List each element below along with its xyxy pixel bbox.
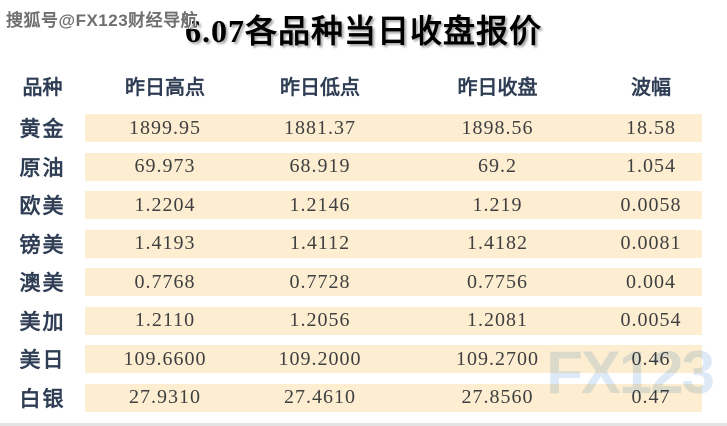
column-header-prev-high: 昨日高点 — [125, 76, 205, 99]
table-row: 镑美 1.4193 1.4112 1.4182 0.0081 — [0, 229, 727, 258]
row-stripe: 27.9310 27.4610 27.8560 0.47 — [85, 383, 702, 412]
row-stripe: 69.973 68.919 69.2 1.054 — [85, 152, 702, 181]
row-stripe: 1.2110 1.2056 1.2081 0.0054 — [85, 306, 702, 335]
cell-prev-close: 27.8560 — [461, 386, 534, 408]
cell-range: 0.47 — [631, 386, 671, 408]
cell-range: 0.46 — [631, 347, 671, 370]
cell-prev-low: 1.2056 — [289, 309, 351, 331]
table-row: 美加 1.2110 1.2056 1.2081 0.0054 — [0, 306, 727, 335]
table-row: 黄金 1899.95 1881.37 1898.56 18.58 — [0, 114, 727, 142]
cell-range: 0.0054 — [620, 309, 682, 331]
instrument-name: 白银 — [19, 386, 66, 411]
cell-prev-high: 1.4193 — [134, 232, 196, 254]
cell-range: 1.054 — [626, 155, 676, 177]
instrument-name: 黄金 — [19, 117, 66, 141]
cell-prev-close: 69.2 — [478, 155, 517, 177]
instrument-name: 美加 — [19, 309, 66, 334]
instrument-name: 原油 — [19, 155, 66, 180]
cell-range: 0.004 — [626, 270, 676, 293]
column-header-range: 波幅 — [631, 76, 671, 99]
instrument-name: 欧美 — [19, 194, 66, 218]
table-row: 美日 109.6600 109.2000 109.2700 0.46 — [0, 345, 727, 373]
cell-prev-low: 1881.37 — [284, 116, 356, 139]
instrument-name: 澳美 — [19, 271, 66, 295]
row-stripe: 1.4193 1.4112 1.4182 0.0081 — [85, 229, 702, 258]
cell-prev-high: 69.973 — [134, 155, 196, 177]
cell-range: 0.0081 — [620, 232, 682, 254]
cell-prev-high: 1.2110 — [134, 309, 196, 331]
row-stripe: 109.6600 109.2000 109.2700 0.46 — [85, 345, 702, 373]
cell-prev-close: 1898.56 — [461, 116, 534, 139]
cell-range: 0.0058 — [620, 193, 682, 216]
quotes-table: 品种 昨日高点 昨日低点 昨日收盘 波幅 黄金 1899.95 1881.37 189… — [0, 70, 727, 422]
sohu-account-watermark: 搜狐号@FX123财经导航 — [6, 11, 199, 30]
row-stripe: 1899.95 1881.37 1898.56 18.58 — [85, 114, 702, 142]
cell-prev-close: 1.2081 — [467, 309, 528, 331]
cell-prev-close: 109.2700 — [456, 347, 539, 370]
table-row: 白银 27.9310 27.4610 27.8560 0.47 — [0, 383, 727, 412]
column-header-prev-low: 昨日低点 — [280, 76, 360, 99]
cell-prev-low: 68.919 — [289, 155, 351, 177]
column-header-instrument: 品种 — [22, 76, 63, 99]
table-header-row: 品种 昨日高点 昨日低点 昨日收盘 波幅 — [0, 70, 727, 100]
cell-prev-low: 0.7728 — [289, 270, 351, 293]
cell-prev-close: 0.7756 — [467, 270, 528, 293]
column-header-prev-close: 昨日收盘 — [457, 76, 538, 99]
page-title: 6.07各品种当日收盘报价 — [184, 13, 542, 49]
table-body: 黄金 1899.95 1881.37 1898.56 18.58 原油 69.973 68.9… — [0, 114, 727, 412]
row-stripe: 1.2204 1.2146 1.219 0.0058 — [85, 191, 702, 219]
instrument-name: 镑美 — [19, 232, 66, 257]
cell-prev-low: 27.4610 — [284, 386, 356, 408]
table-row: 欧美 1.2204 1.2146 1.219 0.0058 — [0, 191, 727, 219]
cell-prev-close: 1.4182 — [467, 232, 528, 254]
table-row: 澳美 0.7768 0.7728 0.7756 0.004 — [0, 268, 727, 296]
bottom-divider — [0, 423, 727, 426]
cell-prev-low: 1.4112 — [289, 232, 351, 254]
cell-prev-high: 1899.95 — [129, 116, 201, 139]
cell-prev-low: 109.2000 — [278, 347, 362, 370]
cell-prev-close: 1.219 — [472, 193, 523, 216]
row-stripe: 0.7768 0.7728 0.7756 0.004 — [85, 268, 702, 296]
cell-range: 18.58 — [626, 116, 676, 139]
table-row: 原油 69.973 68.919 69.2 1.054 — [0, 152, 727, 181]
cell-prev-high: 27.9310 — [129, 386, 201, 408]
cell-prev-high: 1.2204 — [134, 193, 196, 216]
cell-prev-high: 0.7768 — [134, 270, 196, 293]
cell-prev-low: 1.2146 — [289, 193, 351, 216]
instrument-name: 美日 — [19, 348, 66, 372]
cell-prev-high: 109.6600 — [123, 347, 207, 370]
